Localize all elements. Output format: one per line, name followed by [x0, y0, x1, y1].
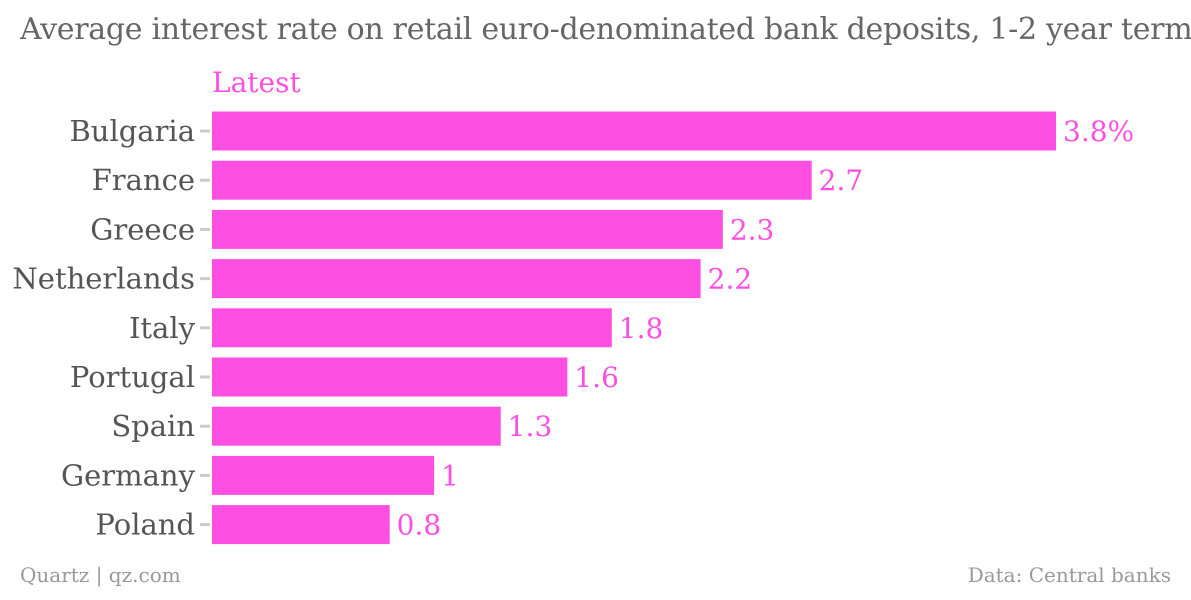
- category-label: Spain: [111, 409, 195, 443]
- bar: [212, 259, 701, 299]
- legend-label: Latest: [212, 66, 301, 99]
- bar: [212, 111, 1056, 151]
- value-label: 2.2: [708, 263, 753, 296]
- source-text: Data: Central banks: [967, 563, 1171, 587]
- category-label: Portugal: [70, 360, 195, 394]
- credit-text: Quartz | qz.com: [20, 563, 181, 587]
- bar: [212, 160, 812, 200]
- bar: [212, 505, 390, 545]
- category-label: Germany: [61, 458, 196, 492]
- bar: [212, 308, 612, 348]
- category-label: Greece: [90, 212, 195, 246]
- value-label: 1: [441, 459, 459, 492]
- value-label: 1.6: [574, 361, 619, 394]
- category-label: Netherlands: [12, 262, 195, 296]
- value-label: 1.3: [508, 410, 553, 443]
- value-label: 2.7: [819, 164, 864, 197]
- bar: [212, 406, 501, 446]
- value-label: 3.8%: [1063, 115, 1134, 148]
- category-label: Bulgaria: [69, 114, 195, 148]
- value-label: 2.3: [730, 213, 775, 246]
- bar: [212, 357, 568, 397]
- value-label: 1.8: [619, 312, 664, 345]
- chart-title: Average interest rate on retail euro-den…: [20, 12, 1191, 47]
- value-label: 0.8: [397, 509, 442, 542]
- bar: [212, 209, 723, 249]
- bar: [212, 455, 435, 495]
- category-label: Poland: [95, 508, 195, 542]
- category-label: France: [92, 163, 195, 197]
- category-label: Italy: [129, 311, 196, 345]
